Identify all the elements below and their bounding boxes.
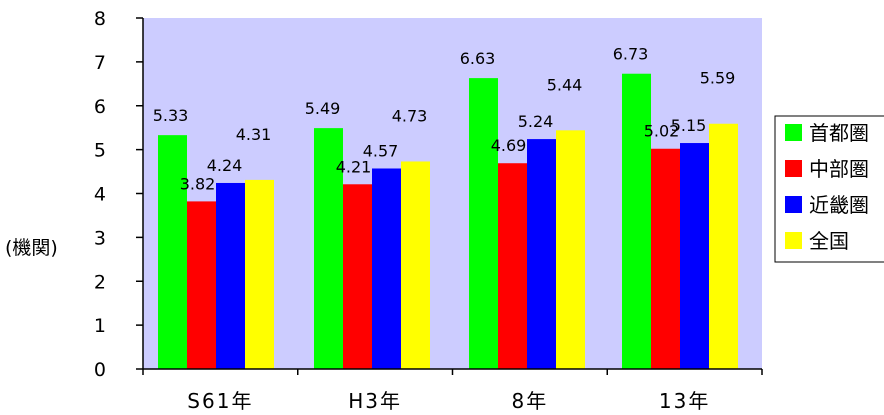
data-label: 4.69 xyxy=(491,136,527,155)
data-label: 5.02 xyxy=(644,122,680,141)
y-tick-label: 7 xyxy=(94,52,106,74)
bar xyxy=(469,78,498,369)
legend-swatch xyxy=(785,196,802,213)
y-tick-label: 0 xyxy=(94,359,106,381)
data-label: 5.15 xyxy=(671,116,707,135)
bar xyxy=(245,179,274,369)
y-tick-label: 2 xyxy=(94,271,106,293)
bar xyxy=(680,143,709,369)
data-label: 5.59 xyxy=(700,69,736,88)
data-label: 6.73 xyxy=(613,45,649,64)
bar xyxy=(498,163,527,369)
data-label: 4.31 xyxy=(236,125,272,144)
data-label: 3.82 xyxy=(180,174,216,193)
y-tick-label: 5 xyxy=(94,140,106,162)
x-tick-label: 13年 xyxy=(659,389,710,413)
bar xyxy=(527,139,556,369)
bar xyxy=(651,148,680,369)
x-tick-label: S61年 xyxy=(187,389,253,413)
bars-layer xyxy=(158,73,738,370)
x-tick-label: H3年 xyxy=(348,389,402,413)
bar xyxy=(216,182,245,369)
bar xyxy=(556,130,585,369)
data-label: 6.63 xyxy=(460,49,496,68)
bar xyxy=(401,161,430,369)
legend-swatch xyxy=(785,160,802,177)
bar xyxy=(314,128,343,369)
data-label: 4.21 xyxy=(336,157,372,176)
data-label: 5.49 xyxy=(305,99,341,118)
bar xyxy=(709,123,738,370)
legend-label: 全国 xyxy=(809,229,849,253)
bar xyxy=(158,135,187,369)
legend-swatch xyxy=(785,232,802,249)
y-tick-label: 6 xyxy=(94,96,106,118)
legend-label: 中部圏 xyxy=(809,157,869,181)
y-tick-label: 8 xyxy=(94,8,106,30)
x-tick-label: 8年 xyxy=(512,389,549,413)
data-label: 5.24 xyxy=(518,112,554,131)
data-label: 4.57 xyxy=(363,141,399,160)
y-tick-label: 4 xyxy=(94,184,106,206)
bar xyxy=(343,184,372,369)
y-axis-label: (機関) xyxy=(5,237,58,259)
data-label: 4.24 xyxy=(207,156,243,175)
bar xyxy=(187,201,216,369)
bar xyxy=(622,73,651,369)
bar xyxy=(372,168,401,369)
legend-label: 近畿圏 xyxy=(809,193,869,217)
data-label: 4.73 xyxy=(392,106,428,125)
data-label: 5.44 xyxy=(547,75,583,94)
data-label: 5.33 xyxy=(153,106,189,125)
y-tick-label: 1 xyxy=(94,315,106,337)
y-tick-label: 3 xyxy=(94,227,106,249)
axes-layer: 0 1 2 3 4 5 6 7 8 S61年 H3年 8年 13年 xyxy=(94,8,763,413)
legend-label: 首都圏 xyxy=(809,121,869,145)
legend-swatch xyxy=(785,124,802,141)
data-labels-layer: 5.33 5.49 6.63 6.73 3.82 4.21 4.69 5.02 4.24 4.57… xyxy=(153,45,736,194)
